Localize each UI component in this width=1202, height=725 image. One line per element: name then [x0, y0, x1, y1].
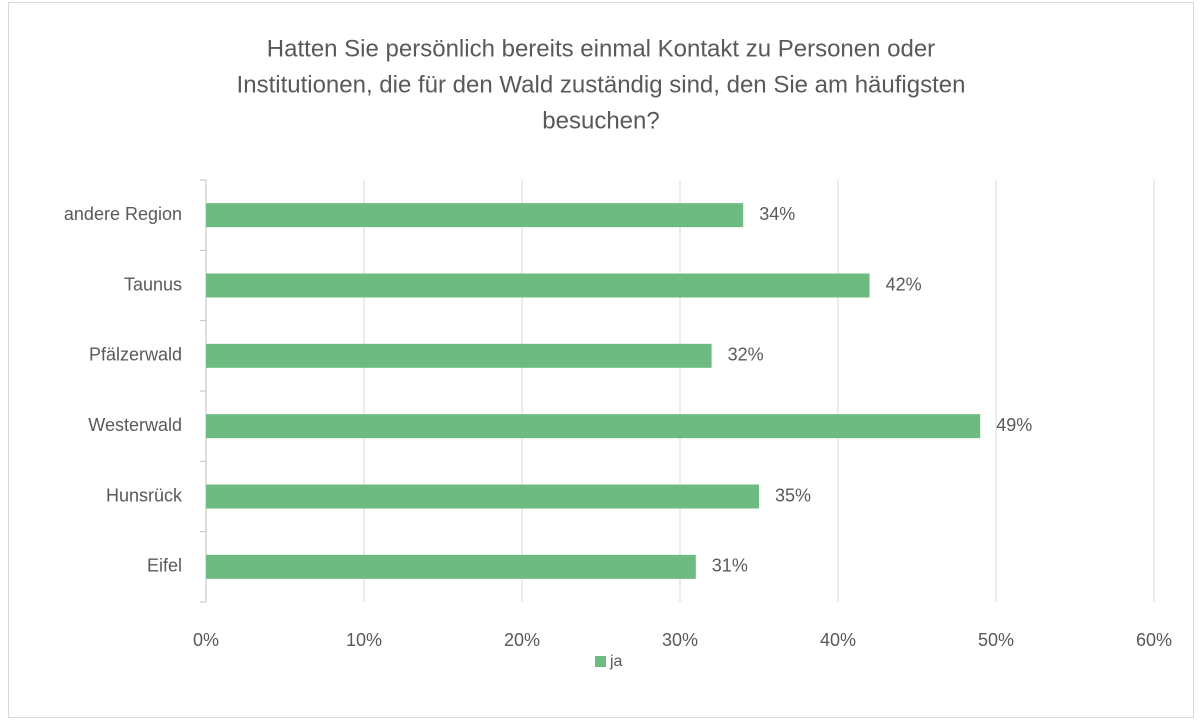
bar	[206, 554, 696, 579]
data-label: 49%	[996, 415, 1032, 435]
x-tick-label: 50%	[978, 630, 1014, 650]
bar	[206, 203, 744, 228]
x-tick-label: 40%	[820, 630, 856, 650]
x-tick-label: 60%	[1136, 630, 1172, 650]
bar	[206, 414, 981, 439]
y-tick-label: andere Region	[64, 204, 182, 224]
bar	[206, 484, 759, 509]
chart-title: Institutionen, die für den Wald zuständi…	[237, 71, 966, 98]
data-label: 31%	[712, 556, 748, 576]
y-tick-label: Pfälzerwald	[89, 345, 182, 365]
x-tick-label: 30%	[662, 630, 698, 650]
data-label: 35%	[775, 485, 811, 505]
legend-swatch	[595, 656, 606, 667]
data-label: 42%	[886, 274, 922, 294]
y-tick-label: Eifel	[147, 556, 182, 576]
y-tick-label: Hunsrück	[106, 485, 183, 505]
x-tick-label: 20%	[504, 630, 540, 650]
legend-label: ja	[609, 653, 623, 670]
x-tick-label: 0%	[193, 630, 219, 650]
chart-title: Hatten Sie persönlich bereits einmal Kon…	[267, 35, 935, 62]
x-tick-label: 10%	[346, 630, 382, 650]
data-label: 32%	[728, 345, 764, 365]
y-tick-label: Westerwald	[88, 415, 182, 435]
y-tick-label: Taunus	[124, 274, 182, 294]
bar	[206, 343, 712, 368]
chart-title: besuchen?	[542, 107, 659, 134]
bar	[206, 273, 870, 298]
data-label: 34%	[759, 204, 795, 224]
